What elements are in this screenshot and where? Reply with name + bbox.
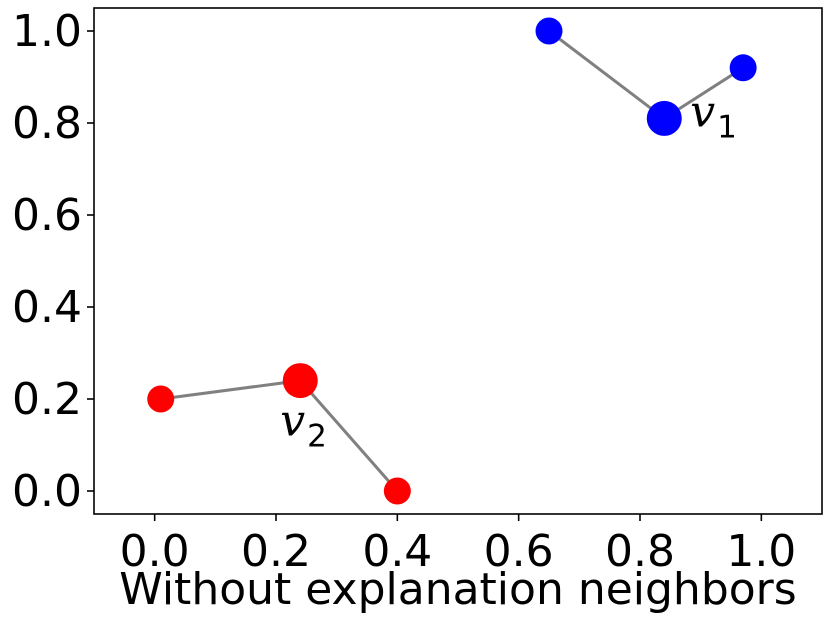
x-tick-label: 0.8 (605, 526, 675, 577)
x-tick-label: 0.6 (484, 526, 554, 577)
x-tick-label: 0.0 (120, 526, 190, 577)
node-label-base: v (690, 86, 715, 137)
node-label: v2 (280, 396, 327, 455)
x-tick-label: 1.0 (726, 526, 796, 577)
plot-frame (93, 7, 823, 515)
neighbor-point (383, 477, 411, 505)
node-label-base: v (280, 396, 305, 447)
y-tick-label: 0.0 (12, 466, 82, 517)
y-tick-label: 1.0 (12, 6, 82, 57)
x-tick-label: 0.4 (362, 526, 432, 577)
node-label-subscript: 1 (717, 109, 737, 145)
y-tick-label: 0.4 (12, 282, 82, 333)
edges-layer (160, 29, 744, 492)
neighbor-point (147, 385, 175, 413)
edge-line (160, 379, 301, 401)
y-tick-label: 0.6 (12, 190, 82, 241)
node-label-subscript: 2 (307, 419, 327, 455)
neighbor-point (535, 17, 563, 45)
y-axis: 0.0 0.2 0.4 0.6 0.8 1.0 (12, 6, 94, 517)
x-axis-label: Without explanation neighbors (119, 564, 796, 615)
node-label: v1 (690, 86, 737, 145)
neighbor-point (729, 54, 757, 82)
x-axis: 0.0 0.2 0.4 0.6 0.8 1.0 (120, 514, 796, 577)
points-layer (147, 17, 757, 505)
edge-line (548, 29, 666, 120)
x-tick-label: 0.2 (241, 526, 311, 577)
center-point (282, 363, 318, 399)
edge-line (299, 379, 399, 492)
center-point (646, 100, 682, 136)
y-tick-label: 0.2 (12, 374, 82, 425)
y-tick-label: 0.8 (12, 98, 82, 149)
